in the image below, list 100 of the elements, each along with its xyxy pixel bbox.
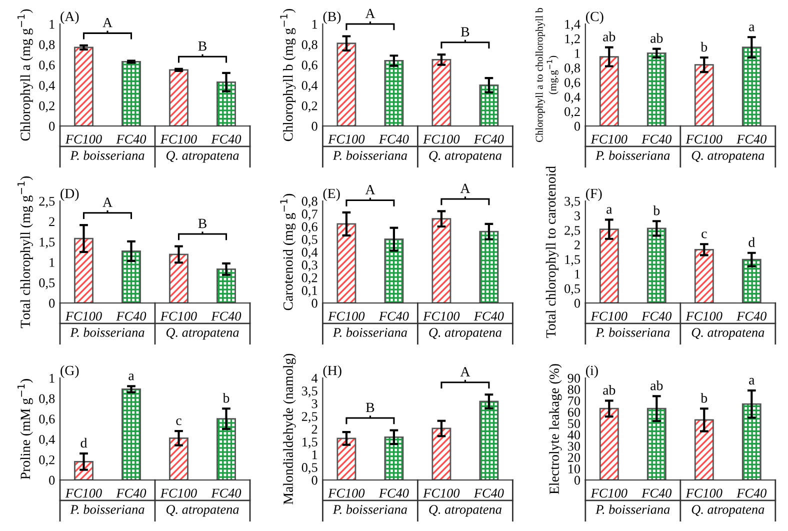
text: P. boisseriana [70,150,144,160]
annotation: a [749,24,755,32]
annotation: d [80,438,88,448]
annotation: A [102,198,112,207]
x-tick-label: FC100 [423,312,460,321]
y-tick-label: 2,5 [302,412,318,423]
text: P. boisseriana [332,150,407,160]
text: P. boisseriana [70,504,144,514]
x-tick-label: FC100 [65,134,102,144]
y-tick-label: 1 [312,450,318,460]
x-tick-label: FC40 [474,488,504,498]
y-axis-title: Total chlorophyll (mg g$^{−1}$) [18,176,33,328]
x-tick-label: FC100 [590,312,628,321]
y-tick-label: 2 [574,240,580,250]
x-tick-label: FC40 [116,134,146,144]
y-tick-label: 0 [574,476,580,485]
y-axis-title: Total chlorophyll to carotenoid [546,166,558,338]
x-tick-label: FC100 [590,488,628,498]
chart-title: (G) [60,365,79,378]
annotation: a [749,378,755,385]
y-tick-label: 2,5 [39,196,55,208]
y-tick-label: 0,8 [302,196,318,208]
x-tick-label: FC40 [642,134,672,144]
y-tick-label: 0,5 [564,284,580,296]
y-tick-label: 2 [49,217,54,226]
x-tick-label: FC100 [328,134,365,144]
x-tick-label: FC100 [686,312,722,321]
y-tick-label: 0,2 [39,101,54,112]
y-tick-label: 0,4 [564,92,580,104]
y-tick-label: 3 [312,399,318,408]
y-tick-label: 1,5 [40,238,55,248]
annotation: c [176,418,182,426]
annotation: a [128,374,134,380]
text: Q. atropatena [166,328,239,340]
x-tick-label: FC100 [65,488,102,498]
x-tick-label: FC40 [378,488,409,498]
y-tick-label: 0,6 [39,414,55,426]
x-tick-label: FC100 [65,312,102,321]
y-tick-label: 1,4 [565,20,580,31]
text: A [365,8,376,18]
annotation: ab [603,385,616,395]
y-axis-title: Chlorophyll a to chollorophyll b (mg.g$^{−1}$) [535,8,558,142]
y-tick-label: 1 [575,270,580,278]
chart-title: (B) [323,11,341,24]
y-tick-label: 30 [568,442,580,451]
annotation: b [653,205,660,216]
x-tick-label: FC40 [211,488,242,498]
y-tick-label: 0,4 [39,81,55,92]
y-tick-label: 4 [312,374,318,383]
y-tick-label: 1,2 [565,34,580,46]
x-tick-label: FC40 [642,312,672,321]
annotation: B [460,27,470,36]
y-tick-label: 0,1 [302,286,318,297]
y-tick-label: 0,6 [564,78,580,89]
text: P. boisseriana [596,504,670,514]
y-tick-label: 0 [574,122,580,131]
annotation: b [700,392,708,403]
y-tick-label: 1 [575,49,580,58]
x-tick-label: FC40 [474,134,504,144]
y-tick-label: 1 [312,20,318,29]
x-tick-label: FC100 [328,488,365,498]
y-tick-label: 2,5 [564,226,580,237]
y-tick-label: 1,5 [565,255,580,266]
chart-title: (F) [586,188,602,201]
chart-title: (E) [323,188,340,201]
y-axis-title: Chlorophyll a (mg g$^{−1}$) [18,9,33,141]
y-tick-label: 40 [568,430,580,440]
y-axis-title: Carotenoid (mg g$^{−1}$) [280,194,296,310]
x-tick-label: FC100 [423,134,460,144]
annotation: ab [650,33,663,43]
y-tick-label: 3,5 [302,386,318,398]
text: P. boisseriana [332,328,407,337]
y-tick-label: 10 [568,464,580,474]
y-tick-label: 0,8 [564,64,580,74]
y-tick-label: 0 [49,122,55,131]
y-tick-label: 0,2 [302,101,318,112]
y-tick-label: 0,7 [302,210,318,220]
x-tick-label: FC40 [116,312,146,321]
y-tick-label: 0 [574,298,580,308]
text: A [460,184,470,193]
y-tick-label: 90 [568,374,580,383]
text: Q. atropatena [692,328,764,340]
y-tick-label: 0 [312,476,318,485]
y-axis-title: Malondialdehyde (namolg) [283,354,296,504]
y-tick-label: 0,8 [39,40,55,52]
x-tick-label: FC100 [423,488,460,498]
annotation: ab [603,32,616,42]
annotation: ab [650,380,663,390]
x-tick-label: FC40 [474,312,504,321]
y-tick-label: 0,3 [302,260,318,272]
text: A [460,367,470,376]
x-tick-label: FC40 [378,312,409,321]
y-tick-label: 60 [568,408,580,417]
text: P. boisseriana [70,328,144,337]
x-tick-label: FC100 [160,312,197,321]
y-tick-label: 3,5 [564,196,580,208]
y-tick-label: 50 [568,419,580,428]
chart-title: (A) [60,11,79,24]
y-tick-label: 0,2 [39,455,54,466]
x-tick-label: FC40 [211,134,242,144]
